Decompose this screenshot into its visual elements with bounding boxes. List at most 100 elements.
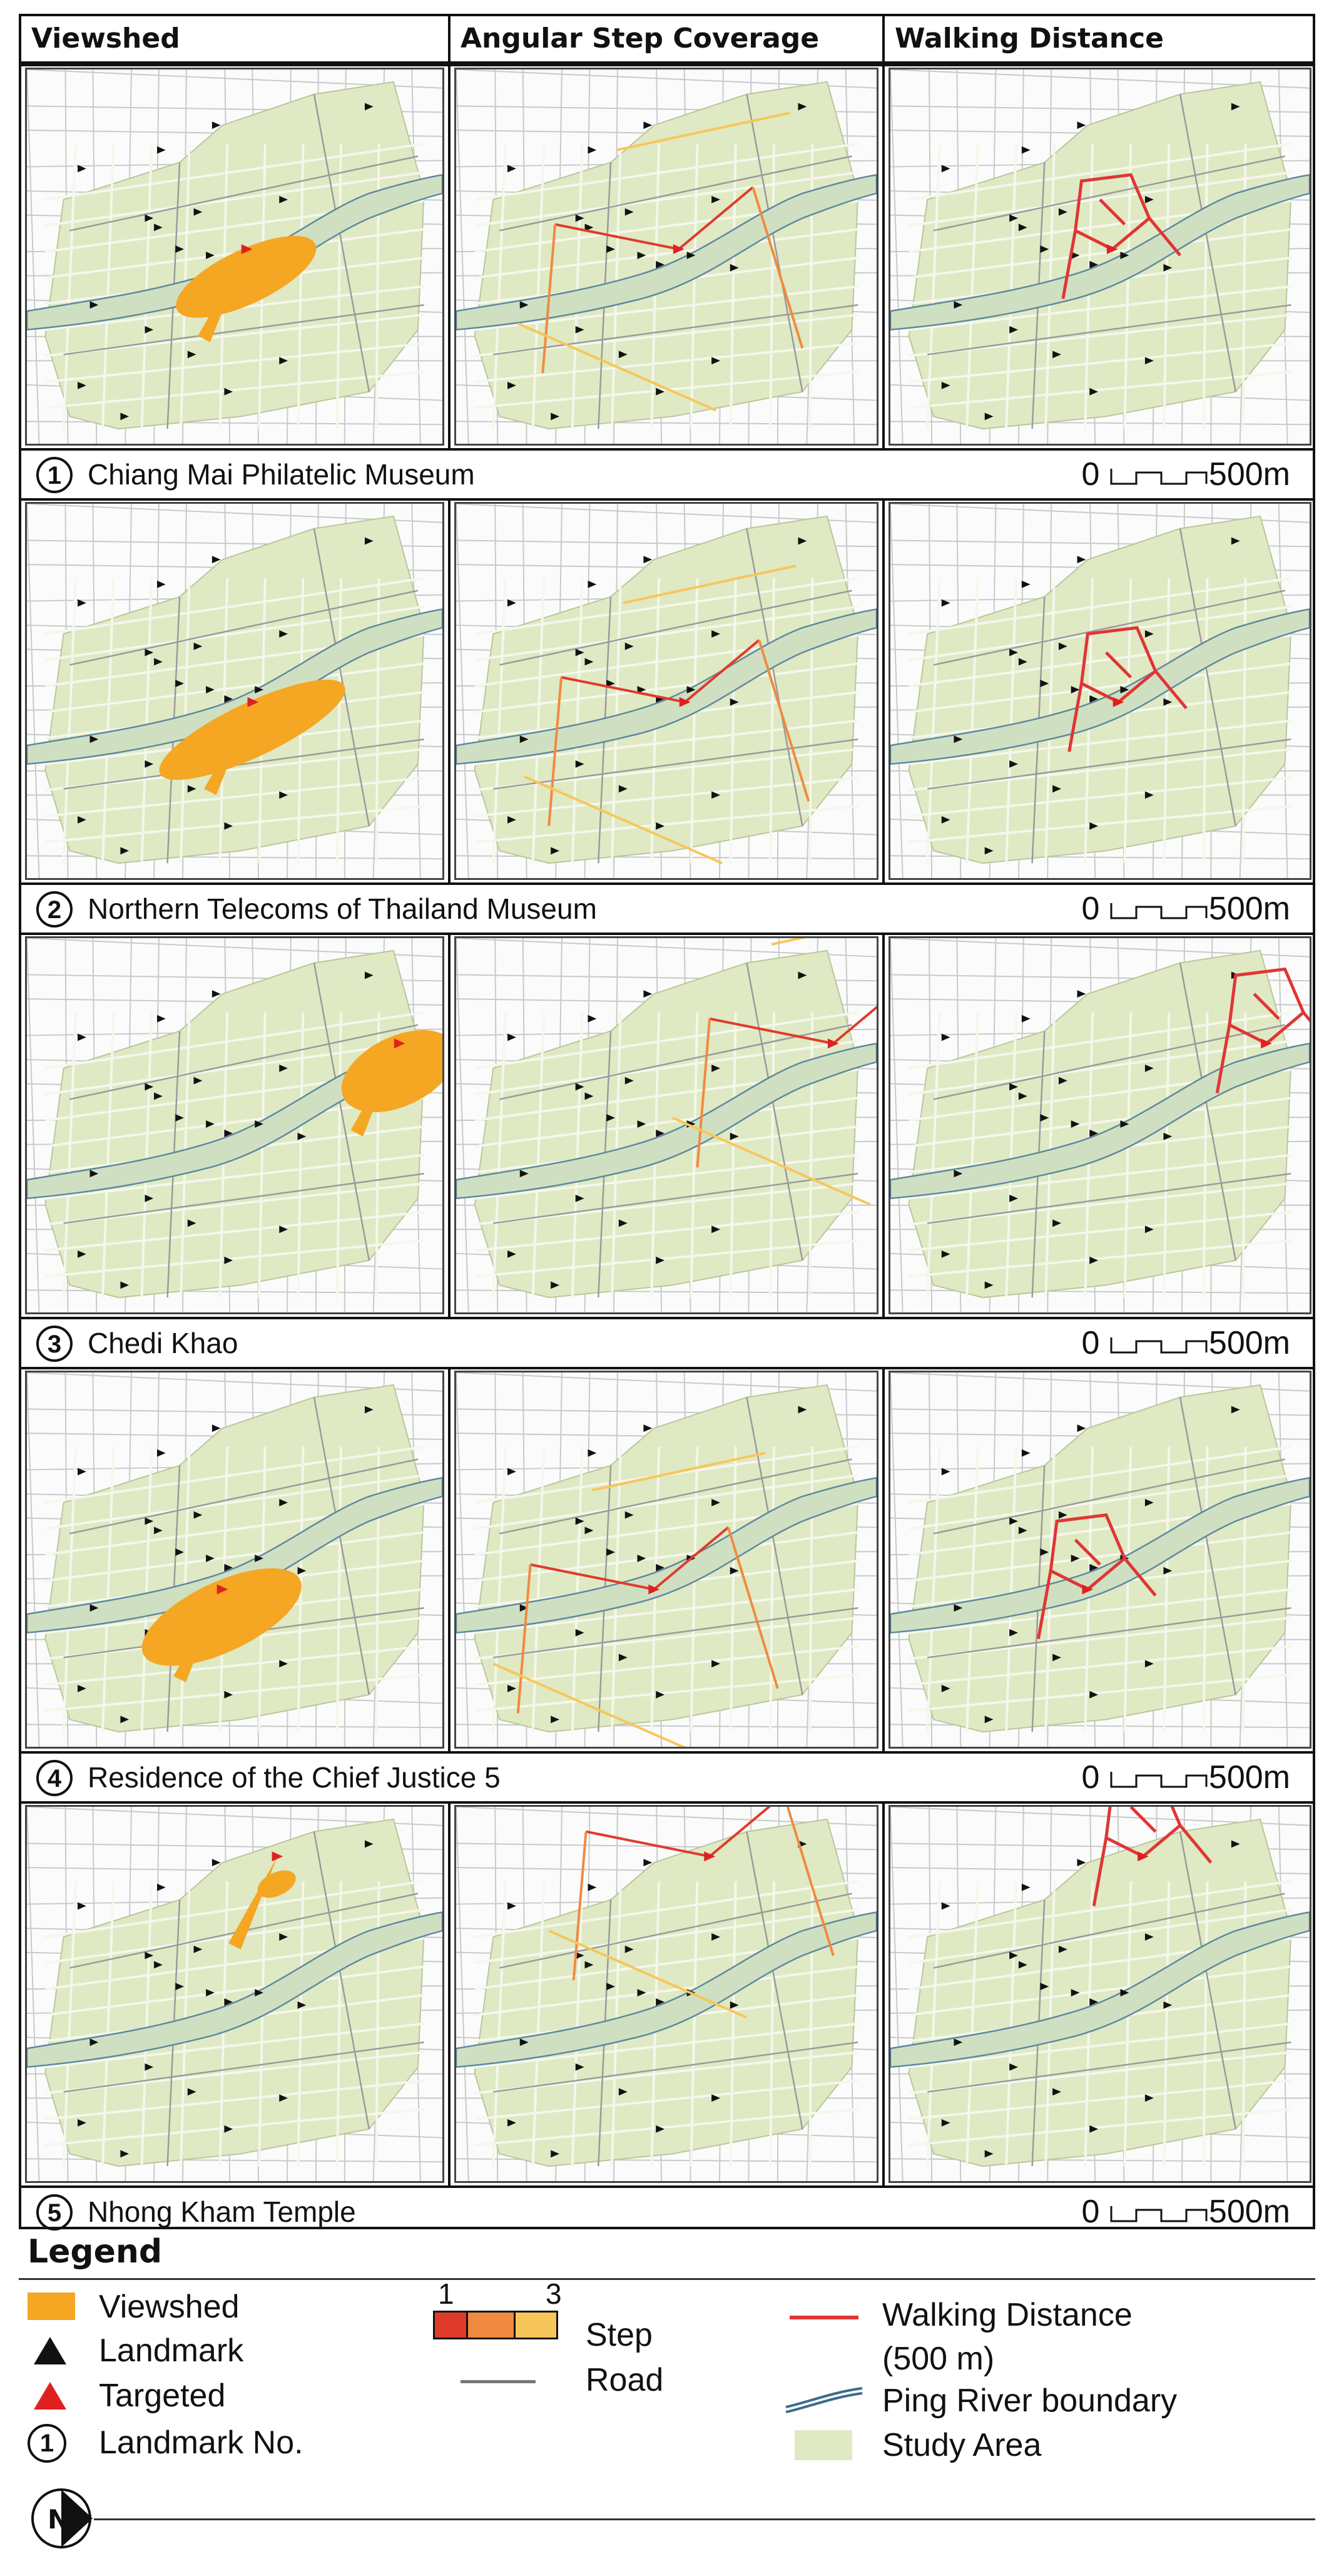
landmark-icon <box>175 680 184 688</box>
targeted-icon <box>704 1851 716 1862</box>
landmark-icon <box>279 357 288 365</box>
study-area <box>908 515 1292 864</box>
column-divider <box>882 1368 885 1751</box>
landmark-icon <box>584 223 594 232</box>
study-area <box>44 515 425 864</box>
landmark-number: 1 <box>36 457 73 493</box>
landmark-icon <box>1089 695 1099 703</box>
landmark-icon <box>941 1902 950 1910</box>
landmark-icon <box>575 1517 584 1525</box>
landmark-icon <box>145 760 154 768</box>
landmark-icon <box>643 1424 653 1433</box>
map-walking-3 <box>888 936 1311 1314</box>
study-blocks <box>45 1011 424 1298</box>
landmark-icon <box>1089 1998 1099 2006</box>
landmark-icon <box>551 412 560 421</box>
landmark-icon <box>519 735 529 744</box>
ping-river <box>456 1043 877 1200</box>
landmark-icon <box>1052 2088 1061 2096</box>
landmark-icon <box>187 350 196 359</box>
landmark-icon <box>507 2119 516 2127</box>
landmark-icon <box>156 1015 166 1023</box>
walking-network <box>1037 1513 1157 1640</box>
landmark-icon <box>279 195 288 203</box>
map-viewshed-2 <box>25 502 444 880</box>
landmark-icon <box>637 1555 646 1562</box>
targeted-icon <box>827 1038 839 1049</box>
landmark-layer <box>78 1840 374 2158</box>
landmark-icon <box>193 1945 203 1953</box>
landmark-icon <box>711 1933 720 1941</box>
landmark-icon <box>1089 1690 1099 1699</box>
landmark-icon <box>89 1170 99 1178</box>
row-caption: 5 Nhong Kham Temple 0 500m <box>19 2187 1315 2237</box>
landmark-icon <box>941 599 950 607</box>
landmark-icon <box>656 1690 665 1699</box>
step-min-label: 1 <box>438 2277 454 2310</box>
landmark-icon <box>643 1859 653 1867</box>
landmark-icon <box>1018 223 1027 232</box>
row-divider <box>19 1801 1315 1804</box>
step-lines <box>672 938 877 1206</box>
landmark-icon <box>1144 357 1154 365</box>
landmark-icon <box>507 1468 516 1476</box>
landmark-icon <box>1077 990 1086 998</box>
legend-landmark-no-label: Landmark No. <box>99 2425 303 2461</box>
landmark-icon <box>1071 252 1080 259</box>
landmark-layer <box>507 537 807 855</box>
landmark-icon <box>1040 245 1049 253</box>
study-area <box>908 1818 1292 2167</box>
study-area <box>908 1384 1292 1733</box>
landmark-icon <box>606 1983 615 1991</box>
viewshed-swatch <box>28 2292 75 2320</box>
landmark-icon <box>507 165 516 173</box>
landmark-icon <box>686 252 696 259</box>
landmark-icon <box>606 1548 615 1556</box>
study-area <box>474 81 859 430</box>
landmark-icon <box>175 1983 184 1991</box>
landmark-icon <box>984 412 994 421</box>
landmark-icon <box>575 648 584 657</box>
scale-bar-icon <box>1110 903 1208 919</box>
column-divider <box>448 65 451 448</box>
landmark-icon <box>730 1567 739 1575</box>
viewshed-ray <box>173 1589 223 1683</box>
landmark-icon <box>941 1250 950 1258</box>
walking-line <box>790 2316 858 2319</box>
landmark-icon <box>656 1256 665 1264</box>
caption-divider <box>19 448 1315 451</box>
legend-walking-sub: (500 m) <box>882 2341 995 2377</box>
road-network <box>63 94 424 429</box>
landmark-icon <box>279 1498 288 1506</box>
map-angular-3 <box>454 936 878 1314</box>
landmark-icon <box>145 1083 154 1091</box>
landmark-layer <box>507 971 807 1289</box>
landmark-icon <box>193 1511 203 1519</box>
row-caption: 2 Northern Telecoms of Thailand Museum 0… <box>19 884 1315 934</box>
scale-bar-icon <box>1110 469 1208 485</box>
column-divider <box>448 499 451 882</box>
landmark-icon <box>1089 387 1099 396</box>
landmark-icon <box>89 301 99 309</box>
viewshed-area <box>159 680 345 780</box>
landmark-icon <box>1058 1945 1067 1953</box>
map-walking-4 <box>888 1371 1311 1749</box>
landmark-icon <box>279 1225 288 1234</box>
landmark-layer <box>941 103 1240 421</box>
row-caption: 3 Chedi Khao 0 500m <box>19 1318 1315 1368</box>
scale-bar-icon <box>1110 1337 1208 1354</box>
landmark-icon <box>1071 1120 1080 1128</box>
landmark-icon <box>551 847 560 855</box>
ping-river <box>456 174 877 331</box>
landmark-icon <box>954 301 963 309</box>
landmark-layer <box>507 1406 807 1724</box>
landmark-icon <box>1071 1555 1080 1562</box>
legend-study-label: Study Area <box>882 2427 1042 2463</box>
landmark-icon <box>507 1902 516 1910</box>
step-lines <box>548 1807 835 2019</box>
map-viewshed-5 <box>25 1805 444 2183</box>
landmark-icon <box>120 2150 130 2158</box>
legend-step-label: Step <box>586 2317 653 2353</box>
landmark-icon <box>984 1715 994 1724</box>
landmark-icon <box>156 146 166 154</box>
